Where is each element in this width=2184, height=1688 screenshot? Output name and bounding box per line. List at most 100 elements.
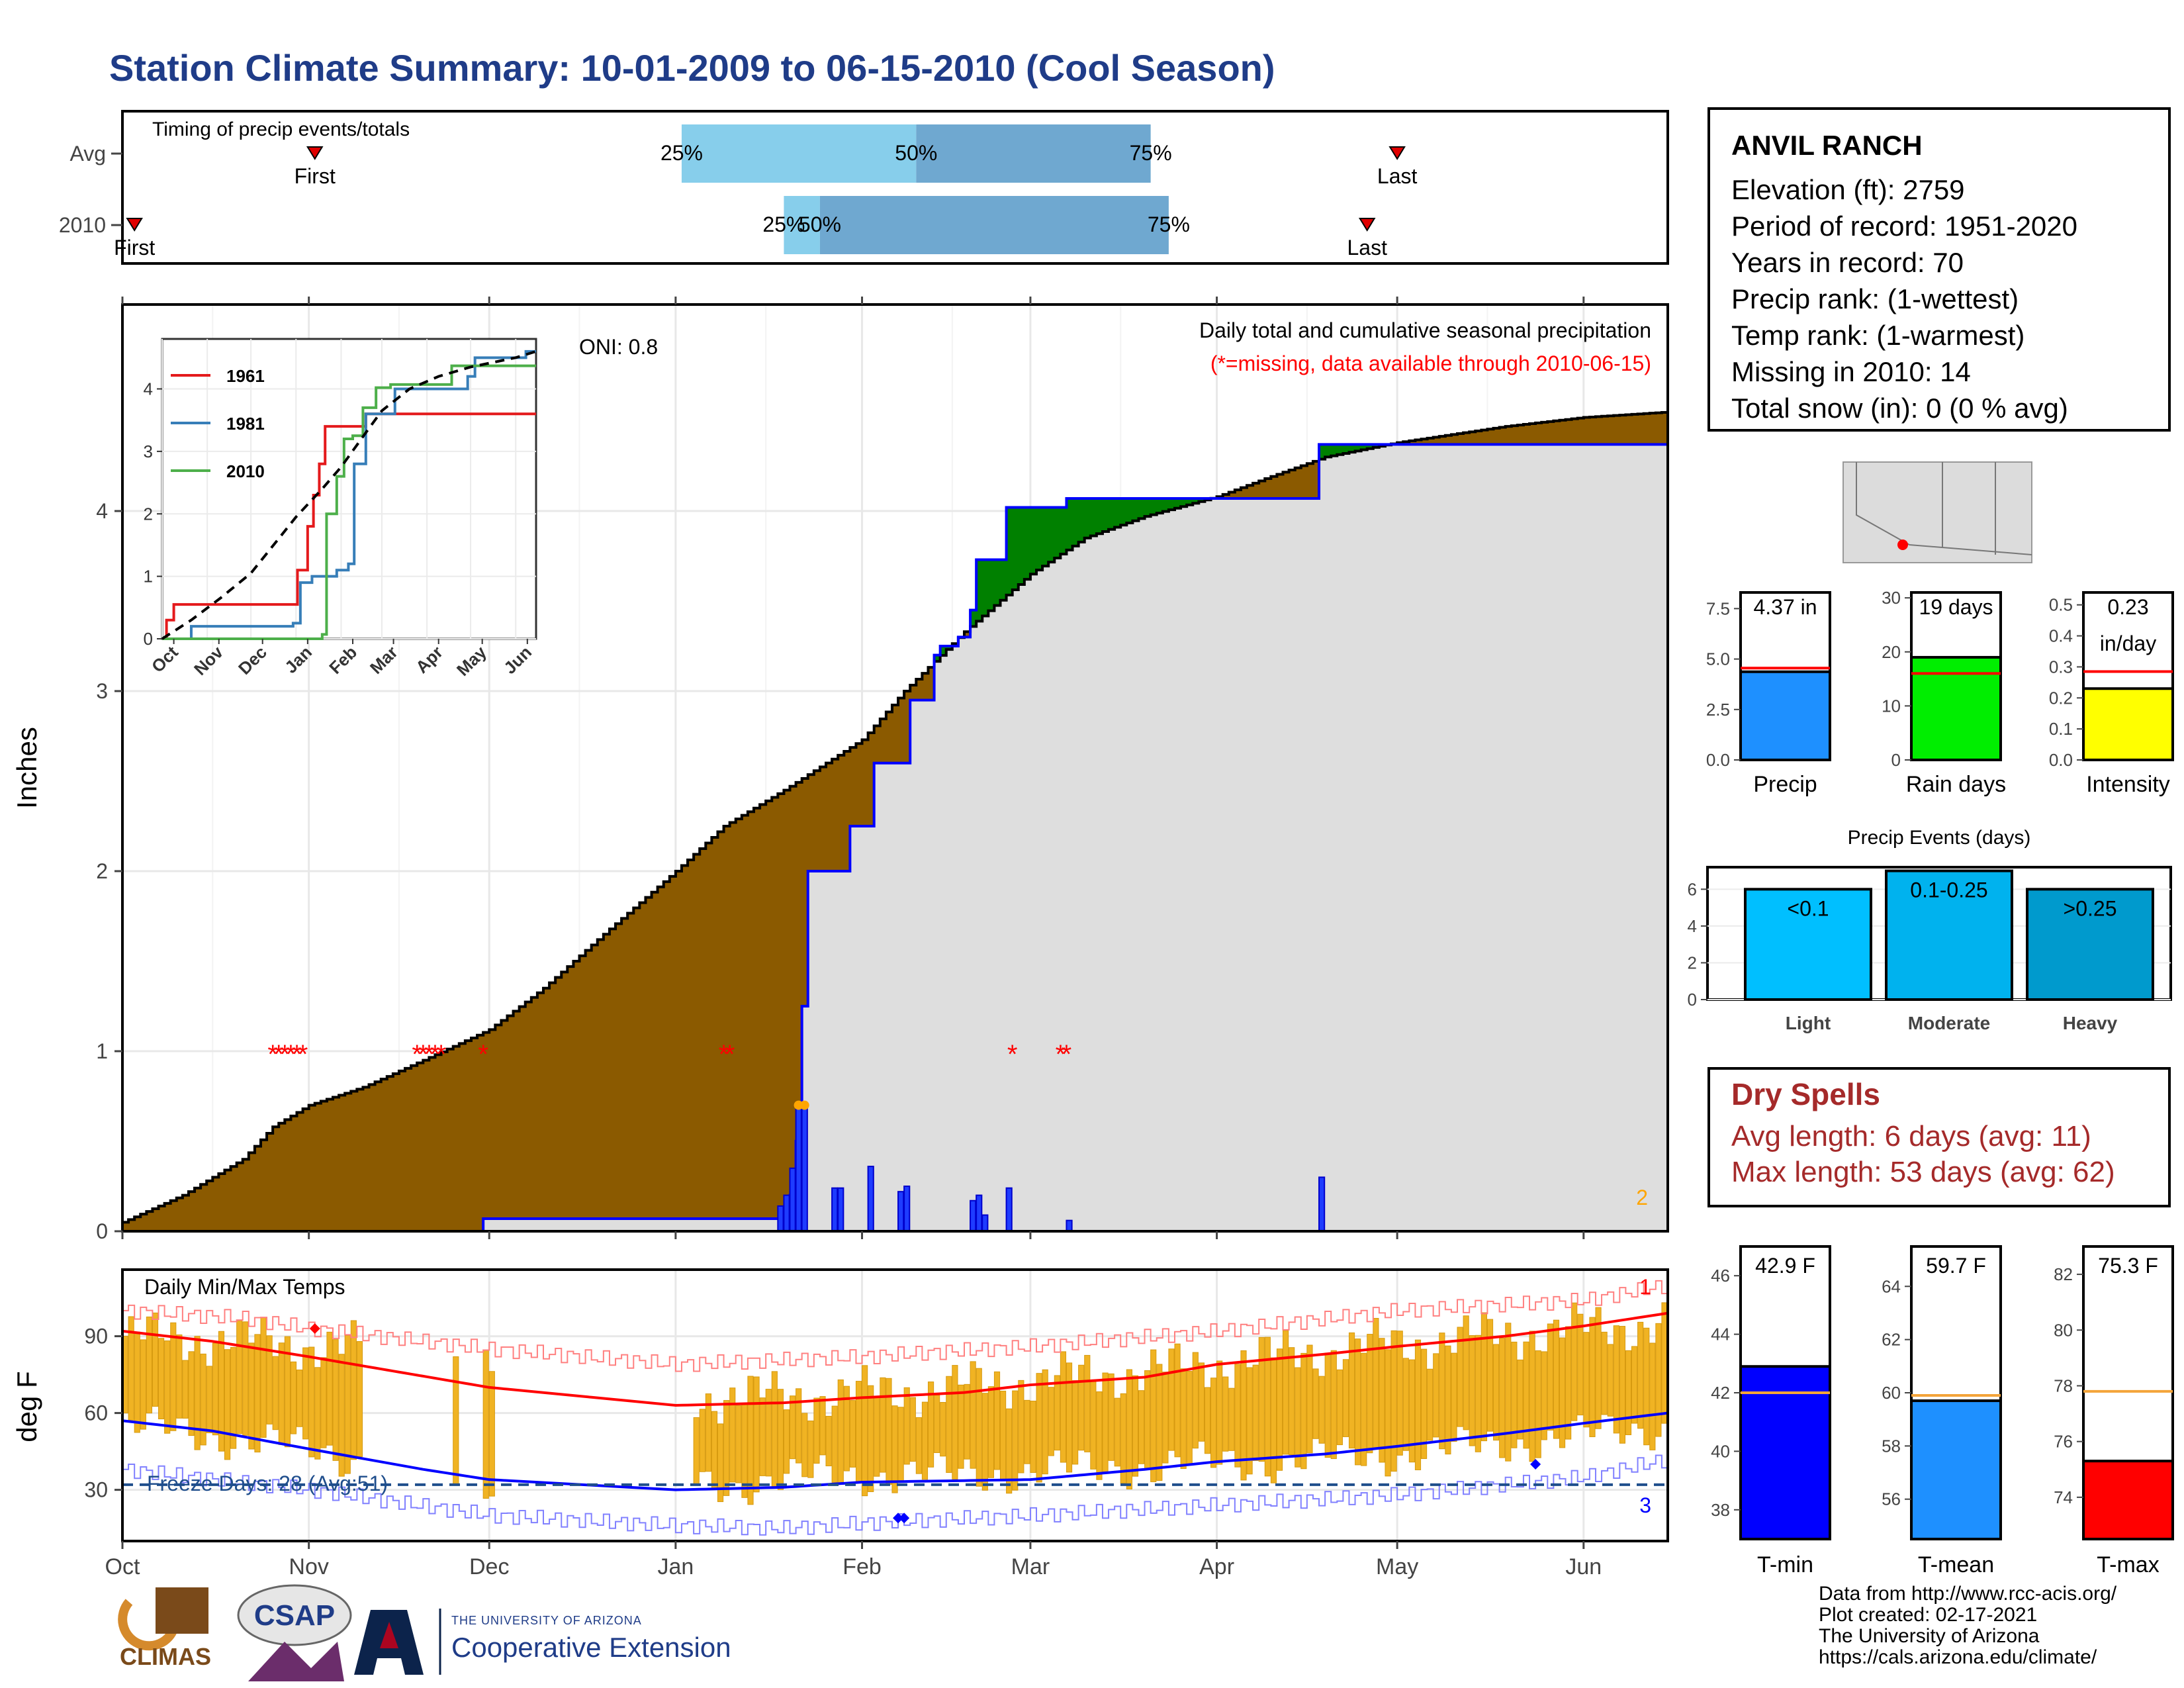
daily-temp-bar (314, 1367, 321, 1460)
events-tick-label: 0 (1688, 990, 1697, 1009)
temp-summary-tick-label: 60 (1882, 1383, 1901, 1403)
daily-temp-bar (1132, 1375, 1139, 1477)
daily-temp-bar (1451, 1352, 1457, 1442)
month-label: Oct (105, 1554, 140, 1579)
temp-corner-bottom: 3 (1639, 1493, 1651, 1517)
daily-temp-bar (1162, 1372, 1169, 1464)
station-snow: Total snow (in): 0 (0 % avg) (1731, 393, 2068, 424)
month-label: Mar (1011, 1554, 1050, 1579)
daily-temp-bar (1102, 1372, 1109, 1472)
temp-summary-value: 59.7 F (1926, 1254, 1986, 1278)
daily-temp-bar (958, 1384, 964, 1469)
timing-first-marker (306, 146, 324, 160)
y-tick-label: 4 (96, 499, 108, 523)
missing-marker: * (412, 1040, 422, 1069)
daily-temp-bar (1427, 1368, 1433, 1441)
daily-temp-bar (194, 1336, 201, 1450)
daily-temp-bar (759, 1397, 766, 1476)
daily-temp-bar (717, 1423, 724, 1503)
daily-temp-bar (1355, 1338, 1361, 1466)
daily-temp-bar (1318, 1376, 1325, 1444)
daily-temp-bar (1643, 1327, 1650, 1446)
temp-summary-tick-label: 44 (1711, 1325, 1730, 1344)
daily-temp-bar (705, 1393, 711, 1472)
daily-temp-bar (146, 1316, 153, 1414)
month-label: Apr (1199, 1554, 1234, 1579)
daily-precip-bar (783, 1194, 790, 1231)
station-location-dot (1897, 539, 1908, 550)
daily-temp-bar (212, 1342, 218, 1436)
temp-summary-tick-label: 74 (2054, 1487, 2073, 1507)
station-temp-rank: Temp rank: (1-warmest) (1731, 320, 2025, 351)
missing-marker: * (273, 1040, 284, 1069)
events-category: Light (1786, 1013, 1831, 1033)
daily-temp-bar (1336, 1369, 1343, 1446)
events-tick-label: 4 (1688, 916, 1697, 936)
daily-temp-bar (976, 1368, 982, 1487)
climas-logo (118, 1587, 208, 1651)
daily-temp-bar (747, 1376, 754, 1505)
temp-summary-bar (2082, 1460, 2174, 1540)
precip-summary-value: 19 days (1919, 595, 1993, 619)
daily-temp-bar (182, 1360, 189, 1419)
precip-panel-frame (121, 303, 1669, 1233)
daily-temp-bar (1589, 1317, 1596, 1437)
temp-summary-name: T-min (1757, 1552, 1813, 1577)
daily-temp-bar (224, 1349, 231, 1460)
daily-temp-bar (993, 1371, 1001, 1470)
precip-caption: Daily total and cumulative seasonal prec… (1199, 318, 1651, 342)
month-label: Nov (289, 1554, 328, 1579)
station-precip-rank: Precip rank: (1-wettest) (1731, 283, 2019, 314)
daily-temp-bar (254, 1334, 261, 1453)
events-bar-label: 0.1-0.25 (1910, 878, 1987, 902)
daily-temp-bar (1637, 1321, 1644, 1429)
daily-temp-bar (849, 1400, 856, 1468)
daily-temp-bar (1330, 1350, 1337, 1460)
daily-temp-bar (1312, 1368, 1319, 1439)
daily-precip-bar (897, 1191, 905, 1231)
daily-temp-bar (807, 1421, 814, 1478)
timing-first-label: First (114, 236, 155, 259)
daily-temp-bar (1486, 1319, 1494, 1432)
daily-temp-bar (1595, 1307, 1602, 1429)
events-title: Precip Events (days) (1848, 827, 2031, 849)
precip-ylabel: Inches (11, 727, 42, 809)
daily-temp-bar (1054, 1375, 1060, 1451)
daily-temp-bar (1475, 1335, 1481, 1452)
daily-precip-bar (970, 1199, 977, 1231)
daily-temp-bar (1342, 1359, 1349, 1437)
record-low-marker (899, 1513, 910, 1524)
temp-summary-tick-label: 46 (1711, 1266, 1730, 1286)
missing-marker: * (280, 1040, 291, 1069)
events-tick-label: 6 (1688, 879, 1697, 899)
daily-temp-bar (272, 1356, 279, 1430)
freeze-days-label: Freeze Days: 28 (Avg:51) (147, 1472, 388, 1495)
daily-temp-bar (1174, 1343, 1181, 1458)
temp-summary-tick-label: 56 (1882, 1489, 1901, 1509)
daily-temp-bar (868, 1385, 874, 1492)
daily-temp-bar (1066, 1362, 1073, 1473)
daily-temp-bar (921, 1401, 929, 1480)
precip-summary-tick-label: 20 (1882, 642, 1901, 662)
daily-temp-bar (1529, 1331, 1535, 1462)
inset-legend-label: 1981 (226, 414, 265, 434)
daily-temp-bar (765, 1389, 772, 1477)
daily-temp-bar (1156, 1364, 1163, 1481)
daily-temp-bar (777, 1389, 784, 1490)
temp-summary-value: 75.3 F (2098, 1254, 2158, 1278)
daily-temp-bar (266, 1335, 273, 1425)
timing-last-label: Last (1347, 236, 1387, 259)
dry-spells-title: Dry Spells (1731, 1077, 1880, 1111)
daily-temp-bar (1240, 1350, 1247, 1481)
daily-temp-bar (1120, 1393, 1126, 1484)
precip-summary-tick-label: 0 (1891, 750, 1901, 770)
daily-temp-bar (837, 1379, 844, 1484)
ua-small-text: THE UNIVERSITY OF ARIZONA (451, 1614, 642, 1627)
temp-panel-frame (121, 1268, 1669, 1542)
daily-temp-bar (248, 1342, 255, 1450)
daily-temp-bar (1186, 1371, 1193, 1466)
daily-temp-bar (1060, 1351, 1067, 1463)
daily-temp-bar (970, 1361, 976, 1469)
daily-temp-bar (1168, 1348, 1175, 1451)
daily-temp-bar (332, 1339, 339, 1461)
